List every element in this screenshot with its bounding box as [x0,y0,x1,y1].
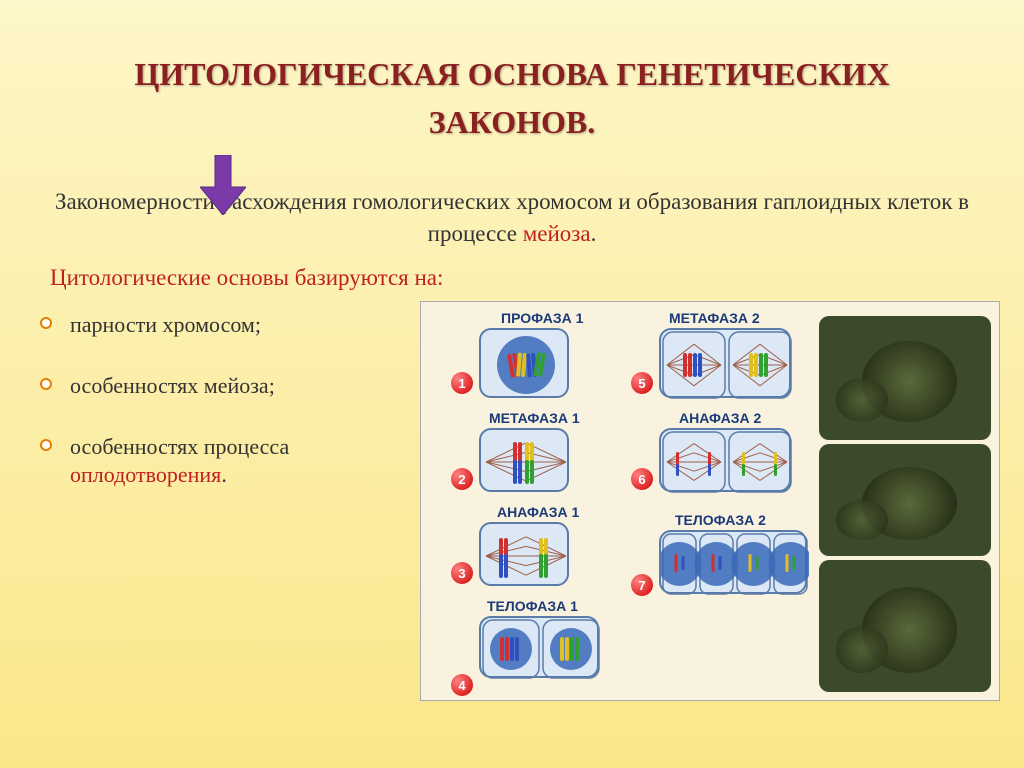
phase-label: ТЕЛОФАЗА 1 [487,598,578,614]
cell-diagram [659,328,791,398]
bullet-text: особенностях мейоза; [70,372,275,401]
bullet-pre: особенностях процесса [70,434,289,459]
phase-number-icon: 5 [631,372,653,394]
phase-label: АНАФАЗА 2 [679,410,761,426]
phase-number-icon: 1 [451,372,473,394]
cell-diagram [479,522,569,586]
micrograph-image [819,560,991,692]
phase-number-icon: 2 [451,468,473,490]
bullet-text: парности хромосом; [70,311,261,340]
basis-intro: Цитологические основы базируются на: [0,260,1024,301]
phase-label: АНАФАЗА 1 [497,504,579,520]
bullet-text: особенностях процесса оплодотворения. [70,433,289,490]
phase-number-icon: 6 [631,468,653,490]
list-item: особенностях мейоза; [40,372,420,401]
cell-diagram [479,428,569,492]
bullet-list: парности хромосом; особенностях мейоза; … [40,301,420,521]
phase-number-icon: 7 [631,574,653,596]
micrograph-image [819,444,991,556]
bullet-post: . [221,462,227,487]
subtitle-post: . [591,221,597,246]
phase-label: ТЕЛОФАЗА 2 [675,512,766,528]
slide-title: ЦИТОЛОГИЧЕСКАЯ ОСНОВА ГЕНЕТИЧЕСКИХ ЗАКОН… [0,0,1024,146]
micrograph-image [819,316,991,440]
bullet-icon [40,439,52,451]
phase-label: ПРОФАЗА 1 [501,310,583,326]
phase-number-icon: 4 [451,674,473,696]
list-item: особенностях процесса оплодотворения. [40,433,420,490]
phase-label: МЕТАФАЗА 1 [489,410,580,426]
content-row: парности хромосом; особенностях мейоза; … [0,301,1024,701]
cell-diagram [479,328,569,398]
down-arrow-icon [200,155,246,220]
subtitle-pre: Закономерности расхождения гомологически… [55,189,969,246]
subtitle-meiosis: мейоза [523,221,591,246]
cell-diagram [659,530,807,594]
cell-diagram [479,616,599,678]
meiosis-diagram: ПРОФАЗА 1 1 МЕТАФАЗА 1 2 АНАФАЗА 1 3 [420,301,1000,701]
bullet-icon [40,317,52,329]
subtitle: Закономерности расхождения гомологически… [0,146,1024,260]
cell-diagram [659,428,791,492]
phase-number-icon: 3 [451,562,473,584]
list-item: парности хромосом; [40,311,420,340]
bullet-icon [40,378,52,390]
phase-label: МЕТАФАЗА 2 [669,310,760,326]
bullet-colored: оплодотворения [70,462,221,487]
